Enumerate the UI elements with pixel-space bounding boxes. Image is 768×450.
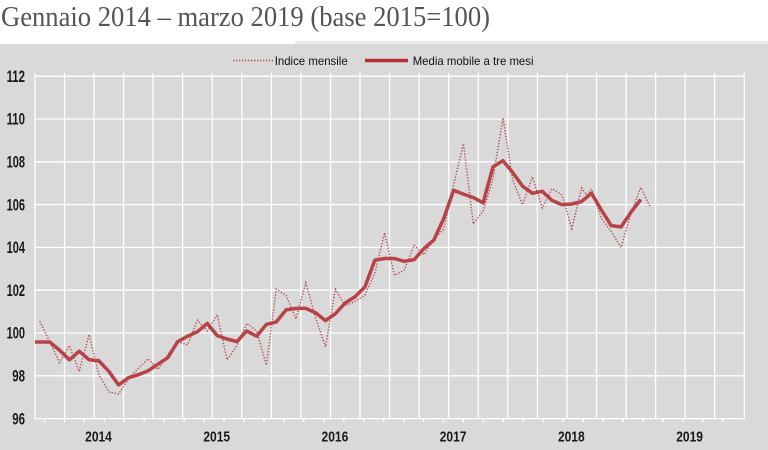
svg-text:100: 100 — [7, 324, 25, 343]
svg-text:104: 104 — [7, 238, 26, 257]
svg-text:2014: 2014 — [85, 428, 112, 445]
svg-text:2017: 2017 — [440, 428, 467, 445]
svg-text:Media mobile a tre mesi: Media mobile a tre mesi — [413, 54, 534, 68]
svg-text:108: 108 — [7, 153, 25, 172]
svg-text:Indice mensile: Indice mensile — [275, 54, 348, 68]
svg-text:2015: 2015 — [203, 428, 230, 445]
svg-text:106: 106 — [7, 195, 25, 214]
svg-text:96: 96 — [12, 409, 25, 428]
svg-text:Gennaio 2014 – marzo 2019 (bas: Gennaio 2014 – marzo 2019 (base 2015=100… — [1, 2, 490, 33]
svg-text:102: 102 — [7, 281, 25, 300]
svg-text:110: 110 — [7, 110, 25, 129]
svg-text:2016: 2016 — [322, 428, 349, 445]
svg-text:112: 112 — [7, 67, 25, 86]
svg-text:2018: 2018 — [558, 428, 585, 445]
svg-text:2019: 2019 — [676, 428, 703, 445]
svg-text:98: 98 — [12, 367, 25, 386]
